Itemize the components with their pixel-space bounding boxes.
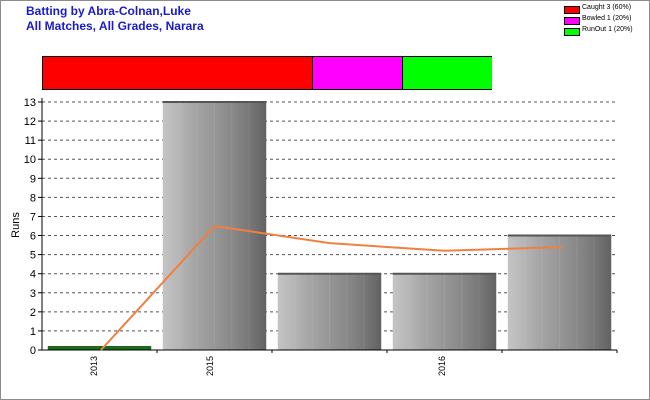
dismissal-breakdown-bar: [42, 56, 492, 90]
x-tick-label: 2013: [89, 356, 99, 376]
legend-swatch-caught: [564, 6, 580, 14]
legend-swatch-bowled: [564, 17, 580, 25]
legend-label-runout: RunOut 1 (20%): [582, 26, 633, 33]
y-tick-label: 13: [24, 97, 36, 109]
average-line: [100, 224, 563, 351]
y-tick-label: 10: [24, 154, 36, 166]
y-tick-label: 1: [30, 326, 36, 338]
legend-label-bowled: Bowled 1 (20%): [582, 15, 632, 22]
y-tick-label: 5: [30, 250, 36, 262]
innings-bar: [392, 273, 497, 350]
dismissal-segment-runout: [402, 57, 492, 89]
innings-bar: [507, 235, 612, 350]
x-tick-label: 2015: [205, 356, 215, 376]
y-tick-label: 11: [25, 135, 36, 147]
dismissal-segment-bowled: [312, 57, 403, 89]
y-axis-label: Runs: [10, 212, 22, 238]
y-tick-label: 6: [30, 231, 36, 243]
innings-bar-zero: [47, 346, 152, 350]
y-tick-label: 12: [24, 116, 36, 128]
y-tick-label: 7: [30, 211, 36, 223]
y-tick-label: 4: [30, 269, 36, 281]
chart-title: Batting by Abra-Colnan,Luke: [26, 4, 191, 18]
y-tick-label: 8: [30, 192, 36, 204]
innings-bar: [277, 273, 382, 350]
y-tick-label: 9: [30, 173, 36, 185]
legend-swatch-runout: [564, 28, 580, 36]
legend-label-caught: Caught 3 (60%): [582, 4, 632, 11]
chart-subtitle: All Matches, All Grades, Narara: [26, 19, 204, 33]
y-tick-label: 0: [30, 345, 36, 357]
dismissal-segment-caught: [43, 57, 312, 89]
y-tick-label: 3: [30, 288, 36, 300]
y-tick-label: 2: [30, 307, 36, 319]
x-tick-label: 2016: [437, 356, 447, 376]
